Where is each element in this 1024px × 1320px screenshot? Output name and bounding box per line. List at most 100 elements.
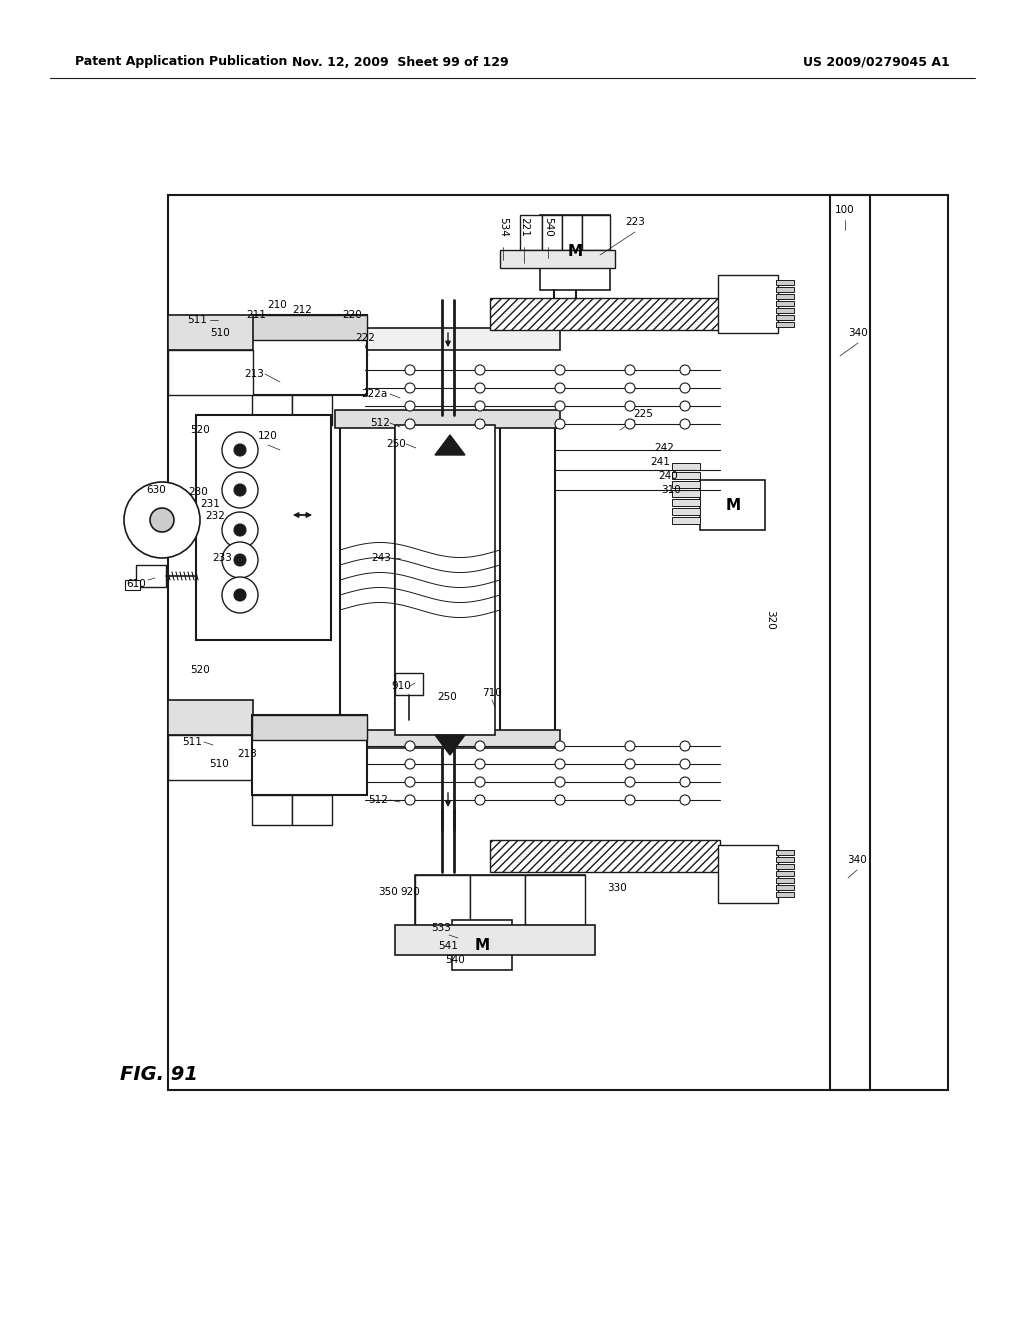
Text: 510: 510	[210, 327, 229, 338]
Circle shape	[680, 741, 690, 751]
Bar	[360, 327, 560, 350]
Text: 511: 511	[187, 315, 207, 325]
Bar	[776, 871, 794, 876]
Circle shape	[475, 383, 485, 393]
Circle shape	[234, 484, 246, 496]
Text: FIG. 91: FIG. 91	[120, 1065, 198, 1085]
Circle shape	[406, 401, 415, 411]
Bar	[395, 925, 595, 954]
Text: 630: 630	[146, 484, 166, 495]
Circle shape	[555, 777, 565, 787]
Circle shape	[406, 418, 415, 429]
Bar	[415, 875, 585, 925]
Bar	[452, 920, 512, 970]
Bar	[562, 215, 582, 249]
Circle shape	[555, 418, 565, 429]
Circle shape	[475, 401, 485, 411]
Circle shape	[625, 366, 635, 375]
Bar	[490, 840, 720, 873]
Text: 220: 220	[342, 310, 361, 319]
Text: 350: 350	[378, 887, 398, 898]
Bar	[672, 480, 700, 488]
Circle shape	[234, 524, 246, 536]
Polygon shape	[314, 393, 330, 407]
Circle shape	[406, 366, 415, 375]
Text: 222a: 222a	[360, 389, 387, 399]
Circle shape	[625, 383, 635, 393]
Bar	[168, 735, 253, 780]
Circle shape	[555, 741, 565, 751]
Bar	[490, 298, 720, 330]
Circle shape	[234, 444, 246, 455]
Circle shape	[680, 366, 690, 375]
Text: 210: 210	[267, 300, 287, 310]
Circle shape	[625, 795, 635, 805]
Text: 230: 230	[188, 487, 208, 498]
Circle shape	[475, 759, 485, 770]
Bar	[776, 294, 794, 300]
Bar	[168, 700, 253, 735]
Text: 221: 221	[519, 216, 529, 236]
Text: 540: 540	[445, 954, 465, 965]
Bar	[252, 795, 292, 825]
Text: 520: 520	[190, 425, 210, 436]
Text: 340: 340	[848, 327, 868, 338]
Bar	[470, 875, 525, 925]
Circle shape	[625, 418, 635, 429]
Circle shape	[475, 795, 485, 805]
Text: 232: 232	[205, 511, 225, 521]
Bar	[252, 715, 367, 741]
Text: 233: 233	[212, 553, 232, 564]
Circle shape	[625, 401, 635, 411]
Circle shape	[406, 383, 415, 393]
Bar	[252, 395, 292, 425]
Circle shape	[555, 401, 565, 411]
Bar	[500, 249, 615, 268]
Text: 100: 100	[836, 205, 855, 215]
Text: Nov. 12, 2009  Sheet 99 of 129: Nov. 12, 2009 Sheet 99 of 129	[292, 55, 508, 69]
Circle shape	[222, 543, 258, 578]
Polygon shape	[314, 793, 330, 807]
Text: M: M	[474, 937, 489, 953]
Circle shape	[475, 418, 485, 429]
Bar	[582, 215, 610, 249]
Circle shape	[680, 759, 690, 770]
Bar	[125, 579, 140, 590]
Bar	[340, 414, 395, 735]
Circle shape	[680, 777, 690, 787]
Circle shape	[124, 482, 200, 558]
Text: 225: 225	[633, 409, 653, 418]
Text: 534: 534	[498, 216, 508, 236]
Text: 213: 213	[238, 748, 257, 759]
Text: 540: 540	[543, 216, 553, 236]
Bar	[776, 850, 794, 855]
Bar	[776, 308, 794, 313]
Text: 340: 340	[847, 855, 867, 865]
Circle shape	[406, 759, 415, 770]
Text: 211: 211	[246, 310, 266, 319]
Bar	[776, 286, 794, 292]
Bar	[672, 490, 700, 498]
Circle shape	[680, 418, 690, 429]
Text: 511: 511	[182, 737, 202, 747]
Circle shape	[406, 795, 415, 805]
Circle shape	[406, 741, 415, 751]
Polygon shape	[435, 436, 465, 455]
Bar	[776, 878, 794, 883]
Text: 533: 533	[431, 923, 451, 933]
Circle shape	[475, 741, 485, 751]
Text: 223: 223	[625, 216, 645, 227]
Text: 330: 330	[607, 883, 627, 894]
Circle shape	[222, 432, 258, 469]
Bar	[776, 315, 794, 319]
Bar	[500, 414, 555, 735]
Bar	[542, 215, 562, 249]
Circle shape	[555, 366, 565, 375]
Text: 310: 310	[662, 484, 681, 495]
Circle shape	[475, 777, 485, 787]
Text: 320: 320	[765, 610, 775, 630]
Bar	[335, 411, 560, 428]
Text: 250: 250	[386, 440, 406, 449]
Circle shape	[406, 777, 415, 787]
Text: 610: 610	[126, 579, 145, 589]
